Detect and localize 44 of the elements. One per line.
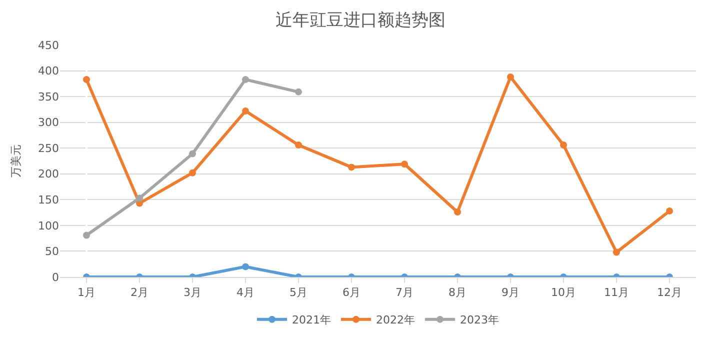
y-tick-label: 150 [38,194,59,207]
x-tick-label: 5月 [290,286,308,300]
legend-label: 2023年 [460,314,499,327]
x-tick-label: 3月 [184,286,202,300]
point [613,248,620,256]
y-tick-label: 200 [38,168,59,181]
x-tick-label: 2月 [130,286,148,300]
y-tick-label: 250 [38,142,59,155]
x-tick-label: 1月 [78,286,96,300]
y-tick-label: 100 [38,219,59,232]
point [401,160,408,168]
y-tick-label: 350 [38,90,59,104]
y-axis-title: 万美元 [10,144,23,178]
legend-label: 2022年 [376,314,415,327]
y-tick-label: 0 [52,270,59,284]
x-tick-label: 10月 [551,286,576,300]
point [348,164,355,171]
y-tick-label: 50 [45,245,59,258]
point [83,76,90,84]
x-tick-label: 7月 [396,286,414,300]
point [560,142,567,149]
point [666,208,673,215]
y-tick-label: 300 [38,116,59,130]
point [242,263,249,270]
point [189,150,196,158]
point [454,208,461,216]
x-tick-label: 12月 [657,286,682,300]
point [189,169,196,176]
legend-label: 2021年 [292,314,331,327]
point [242,76,249,84]
x-tick-label: 6月 [342,286,360,300]
point [295,88,302,96]
point [83,232,90,239]
chart-title: 近年豇豆进口额趋势图 [276,10,446,31]
point [136,194,143,202]
y-tick-label: 450 [38,38,59,52]
point [295,142,302,149]
x-tick-label: 9月 [502,286,520,300]
x-tick-label: 8月 [448,286,466,300]
y-tick-label: 400 [38,64,59,78]
x-tick-label: 11月 [604,286,629,300]
point [242,107,249,114]
x-tick-label: 4月 [236,286,254,300]
point [507,73,514,80]
